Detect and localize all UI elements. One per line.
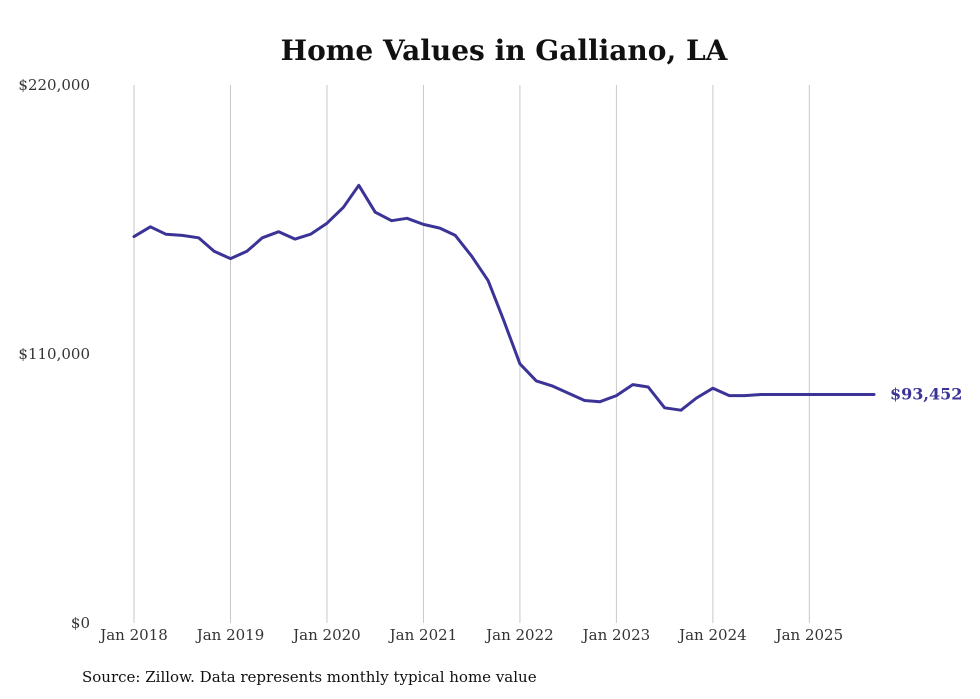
end-value-label: $93,452 (890, 384, 962, 403)
x-axis-ticks: Jan 2018 Jan 2019 Jan 2020 Jan 2021 Jan 2022… (98, 626, 843, 644)
y-tick-label: $220,000 (18, 76, 90, 94)
x-tick-label: Jan 2022 (484, 626, 554, 644)
x-tick-label: Jan 2019 (195, 626, 265, 644)
gridlines (133, 85, 810, 623)
series-line (132, 183, 876, 412)
line-chart: Home Values in Galliano, LA $0 $110,000 $2… (18, 34, 962, 644)
x-tick-label: Jan 2018 (98, 626, 168, 644)
x-tick-label: Jan 2023 (581, 626, 651, 644)
x-tick-label: Jan 2020 (291, 626, 361, 644)
x-tick-label: Jan 2024 (677, 626, 747, 644)
x-tick-label: Jan 2021 (388, 626, 458, 644)
source-note: Source: Zillow. Data represents monthly … (82, 668, 537, 686)
chart-title: Home Values in Galliano, LA (281, 34, 729, 67)
y-tick-label: $110,000 (18, 345, 90, 363)
y-tick-label: $0 (71, 614, 90, 632)
x-tick-label: Jan 2025 (774, 626, 844, 644)
y-axis-ticks: $0 $110,000 $220,000 (18, 76, 90, 632)
series-layer (132, 183, 876, 412)
